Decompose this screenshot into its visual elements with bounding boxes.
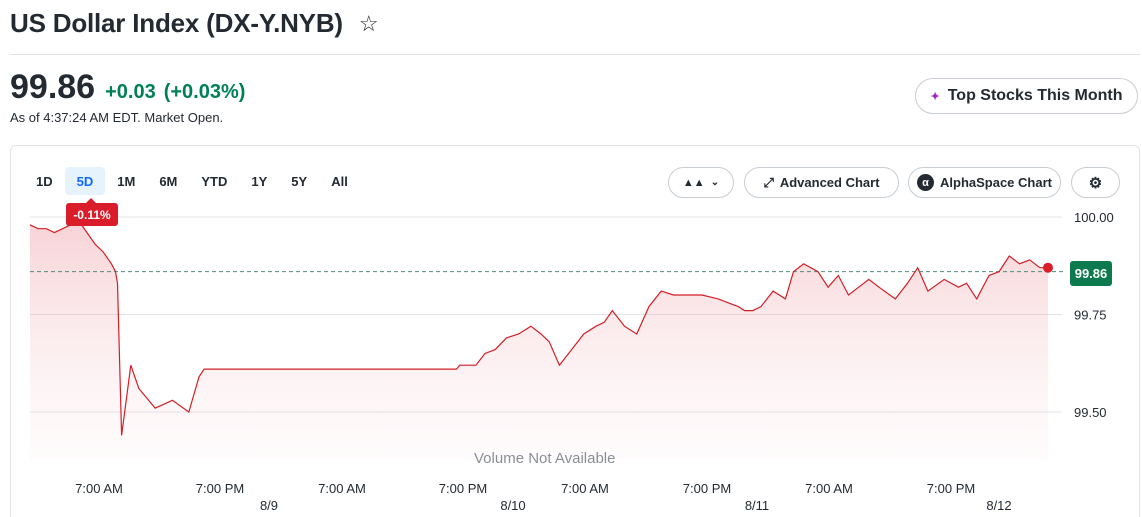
alphaspace-chart-label: AlphaSpace Chart: [940, 175, 1052, 190]
alphaspace-icon: α: [917, 174, 934, 191]
x-tick-label: 7:00 PM: [439, 481, 487, 496]
x-tick-label: 7:00 PM: [196, 481, 244, 496]
range-tab-ytd[interactable]: YTD: [201, 173, 228, 189]
last-price-badge: 99.86: [1070, 261, 1112, 286]
expand-icon: ⤢: [763, 174, 774, 190]
x-tick-label: 7:00 PM: [927, 481, 975, 496]
page-title: US Dollar Index (DX-Y.NYB): [10, 8, 343, 38]
price-change: +0.03: [105, 81, 156, 103]
y-tick-label: 99.50: [1074, 405, 1107, 420]
quote-timestamp: As of 4:37:24 AM EDT. Market Open.: [10, 110, 224, 125]
y-tick-label: 100.00: [1074, 210, 1114, 225]
range-tab-6m[interactable]: 6M: [159, 173, 178, 189]
price-value: 99.86: [10, 68, 96, 106]
advanced-chart-label: Advanced Chart: [779, 175, 880, 190]
chart-type-button[interactable]: ▲▲ ⌄: [668, 167, 734, 198]
top-stocks-label: Top Stocks This Month: [947, 87, 1123, 104]
alphaspace-chart-button[interactable]: α AlphaSpace Chart: [908, 167, 1061, 198]
range-tab-1y[interactable]: 1Y: [251, 173, 268, 189]
price-line: [29, 220, 1048, 436]
range-tabs: 1D 5D 1M 6M YTD 1Y 5Y All: [24, 167, 360, 195]
price-change-percent: (+0.03%): [163, 81, 246, 103]
x-tick-label: 7:00 AM: [75, 481, 123, 496]
date-tick-label: 8/10: [500, 498, 525, 513]
volume-unavailable-note: Volume Not Available: [474, 450, 616, 467]
x-tick-label: 7:00 AM: [805, 481, 853, 496]
range-tab-1m[interactable]: 1M: [117, 173, 136, 189]
top-stocks-button[interactable]: ✦ Top Stocks This Month: [915, 78, 1138, 114]
date-tick-label: 8/11: [745, 498, 769, 513]
range-tab-1d[interactable]: 1D: [36, 173, 53, 189]
range-tab-5y[interactable]: 5Y: [291, 173, 308, 189]
price-area: [30, 220, 1048, 460]
chevron-down-icon: ⌄: [710, 177, 720, 188]
gear-icon: ⚙: [1088, 174, 1103, 192]
mountain-chart-icon: ▲▲: [682, 176, 705, 189]
last-price-dot: [1043, 262, 1053, 273]
y-tick-label: 99.75: [1074, 308, 1107, 323]
x-tick-label: 7:00 AM: [318, 481, 366, 496]
header-divider: [10, 54, 1140, 55]
date-tick-label: 8/12: [986, 498, 1011, 513]
range-tab-all[interactable]: All: [331, 173, 348, 189]
period-change-badge: -0.11%: [66, 198, 118, 226]
x-tick-label: 7:00 PM: [683, 481, 731, 496]
x-tick-label: 7:00 AM: [561, 481, 609, 496]
range-tab-5d[interactable]: 5D: [64, 167, 106, 195]
star-icon[interactable]: ☆: [358, 10, 379, 36]
advanced-chart-button[interactable]: ⤢ Advanced Chart: [744, 167, 899, 198]
chart-settings-button[interactable]: ⚙: [1071, 167, 1120, 198]
date-tick-label: 8/9: [260, 498, 278, 513]
sparkle-icon: ✦: [930, 90, 940, 103]
